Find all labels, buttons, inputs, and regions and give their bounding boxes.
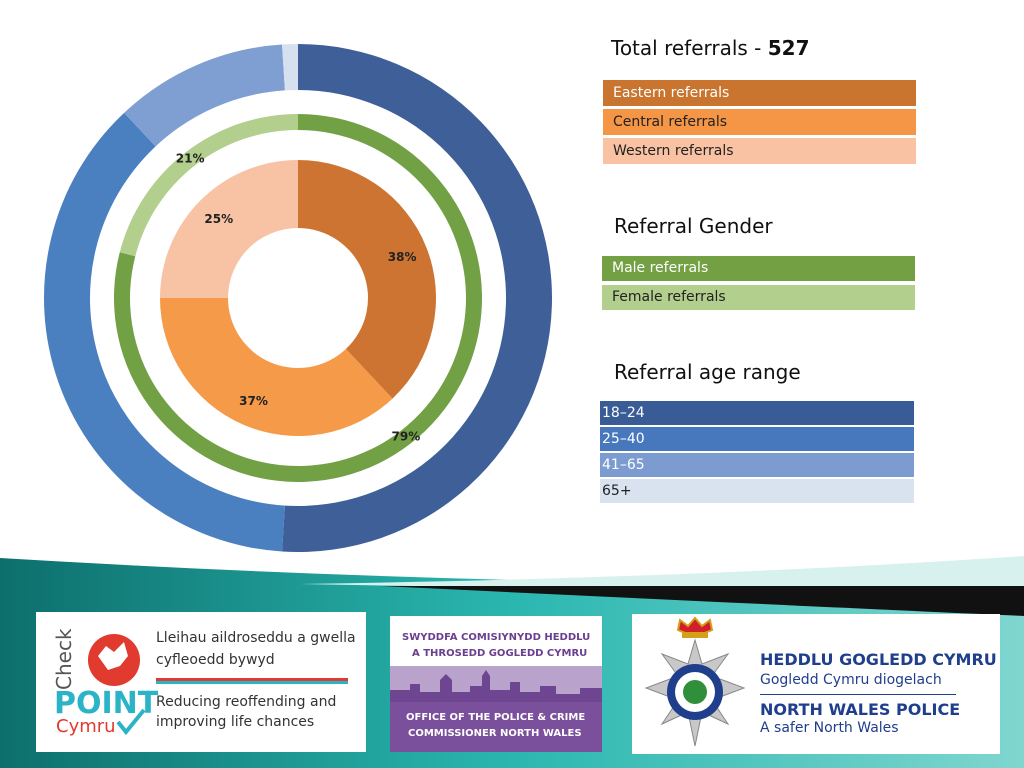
- gender-slice-female: [119, 114, 298, 257]
- gender-legend-item-1: Male referrals: [602, 256, 915, 281]
- area-ring: 38% 37% 25%: [160, 160, 436, 436]
- opcc-line1: SWYDDFA COMISIYNYDD HEDDLU: [402, 632, 591, 643]
- gender-ring: 79% 21%: [113, 114, 482, 482]
- age-legend-title: Referral age range: [614, 360, 801, 384]
- checkpoint-english-line1: Reducing reoffending and: [156, 694, 337, 710]
- area-slice-central-label: 37%: [239, 394, 268, 408]
- police-divider: [760, 694, 956, 695]
- checkpoint-cymru-logo: Check POINT Cymru Lleihau aildroseddu a …: [36, 612, 366, 752]
- age-legend-item-1: 18–24: [600, 401, 914, 425]
- gender-legend-title: Referral Gender: [614, 214, 773, 238]
- police-crest-icon: [644, 616, 746, 747]
- area-legend-item-3: Western referrals: [603, 138, 916, 164]
- checkpoint-word-check: Check: [52, 628, 76, 690]
- checkpoint-divider: [156, 678, 348, 684]
- total-referrals-title: Total referrals - 527: [611, 36, 810, 60]
- referrals-donut-chart: 51% 37% 11% 1% 79% 21% 38% 37% 25%: [30, 28, 568, 552]
- total-referrals-value: 527: [767, 36, 810, 60]
- age-legend-item-4: 65+: [600, 479, 914, 503]
- age-slice-18-24-label: 51%: [553, 300, 568, 314]
- north-wales-police-logo: HEDDLU GOGLEDD CYMRU Gogledd Cymru dioge…: [632, 614, 1000, 754]
- age-legend-item-2: 25–40: [600, 427, 914, 451]
- gender-legend-item-2: Female referrals: [602, 285, 915, 310]
- opcc-line4: COMMISSIONER NORTH WALES: [408, 728, 582, 739]
- checkpoint-welsh-line1: Lleihau aildroseddu a gwella: [156, 630, 356, 646]
- area-legend-item-2: Central referrals: [603, 109, 916, 135]
- gender-slice-male-label: 79%: [392, 430, 421, 444]
- age-slice-41-65-label: 11%: [176, 44, 205, 58]
- area-slice-eastern: [298, 160, 436, 399]
- area-slice-central: [160, 298, 393, 436]
- checkpoint-emblem-icon: [88, 634, 146, 736]
- age-slice-25-40-label: 37%: [30, 383, 59, 397]
- police-line1: HEDDLU GOGLEDD CYMRU: [760, 650, 997, 669]
- checkpoint-english-line2: improving life chances: [156, 714, 315, 730]
- age-ring: 51% 37% 11% 1%: [30, 28, 568, 552]
- age-slice-65-plus-label: 1%: [279, 28, 299, 36]
- opcc-skyline: OFFICE OF THE POLICE & CRIME COMMISSIONE…: [390, 666, 602, 752]
- area-legend-item-1: Eastern referrals: [603, 80, 916, 106]
- checkpoint-welsh-line2: cyfleoedd bywyd: [156, 652, 275, 668]
- checkpoint-word-point: POINT: [54, 686, 159, 721]
- opcc-north-wales-logo: SWYDDFA COMISIYNYDD HEDDLU A THROSEDD GO…: [390, 616, 602, 752]
- police-line3: NORTH WALES POLICE: [760, 700, 961, 719]
- castle-skyline-icon: [390, 666, 602, 702]
- age-slice-41-65: [124, 44, 285, 147]
- checkpoint-word-cymru: Cymru: [56, 716, 116, 737]
- area-slice-western-label: 25%: [204, 212, 233, 226]
- area-slice-eastern-label: 38%: [388, 250, 417, 264]
- age-legend-item-3: 41–65: [600, 453, 914, 477]
- police-line4: A safer North Wales: [760, 720, 899, 736]
- police-line2: Gogledd Cymru diogelach: [760, 672, 942, 688]
- age-slice-25-40: [44, 112, 285, 552]
- gender-slice-female-label: 21%: [176, 151, 205, 165]
- opcc-line3: OFFICE OF THE POLICE & CRIME: [406, 712, 586, 723]
- age-slice-18-24: [282, 44, 553, 552]
- total-referrals-label: Total referrals -: [611, 36, 768, 60]
- area-slice-western: [160, 160, 298, 298]
- age-slice-65-plus: [282, 44, 298, 91]
- opcc-line2: A THROSEDD GOGLEDD CYMRU: [412, 648, 588, 659]
